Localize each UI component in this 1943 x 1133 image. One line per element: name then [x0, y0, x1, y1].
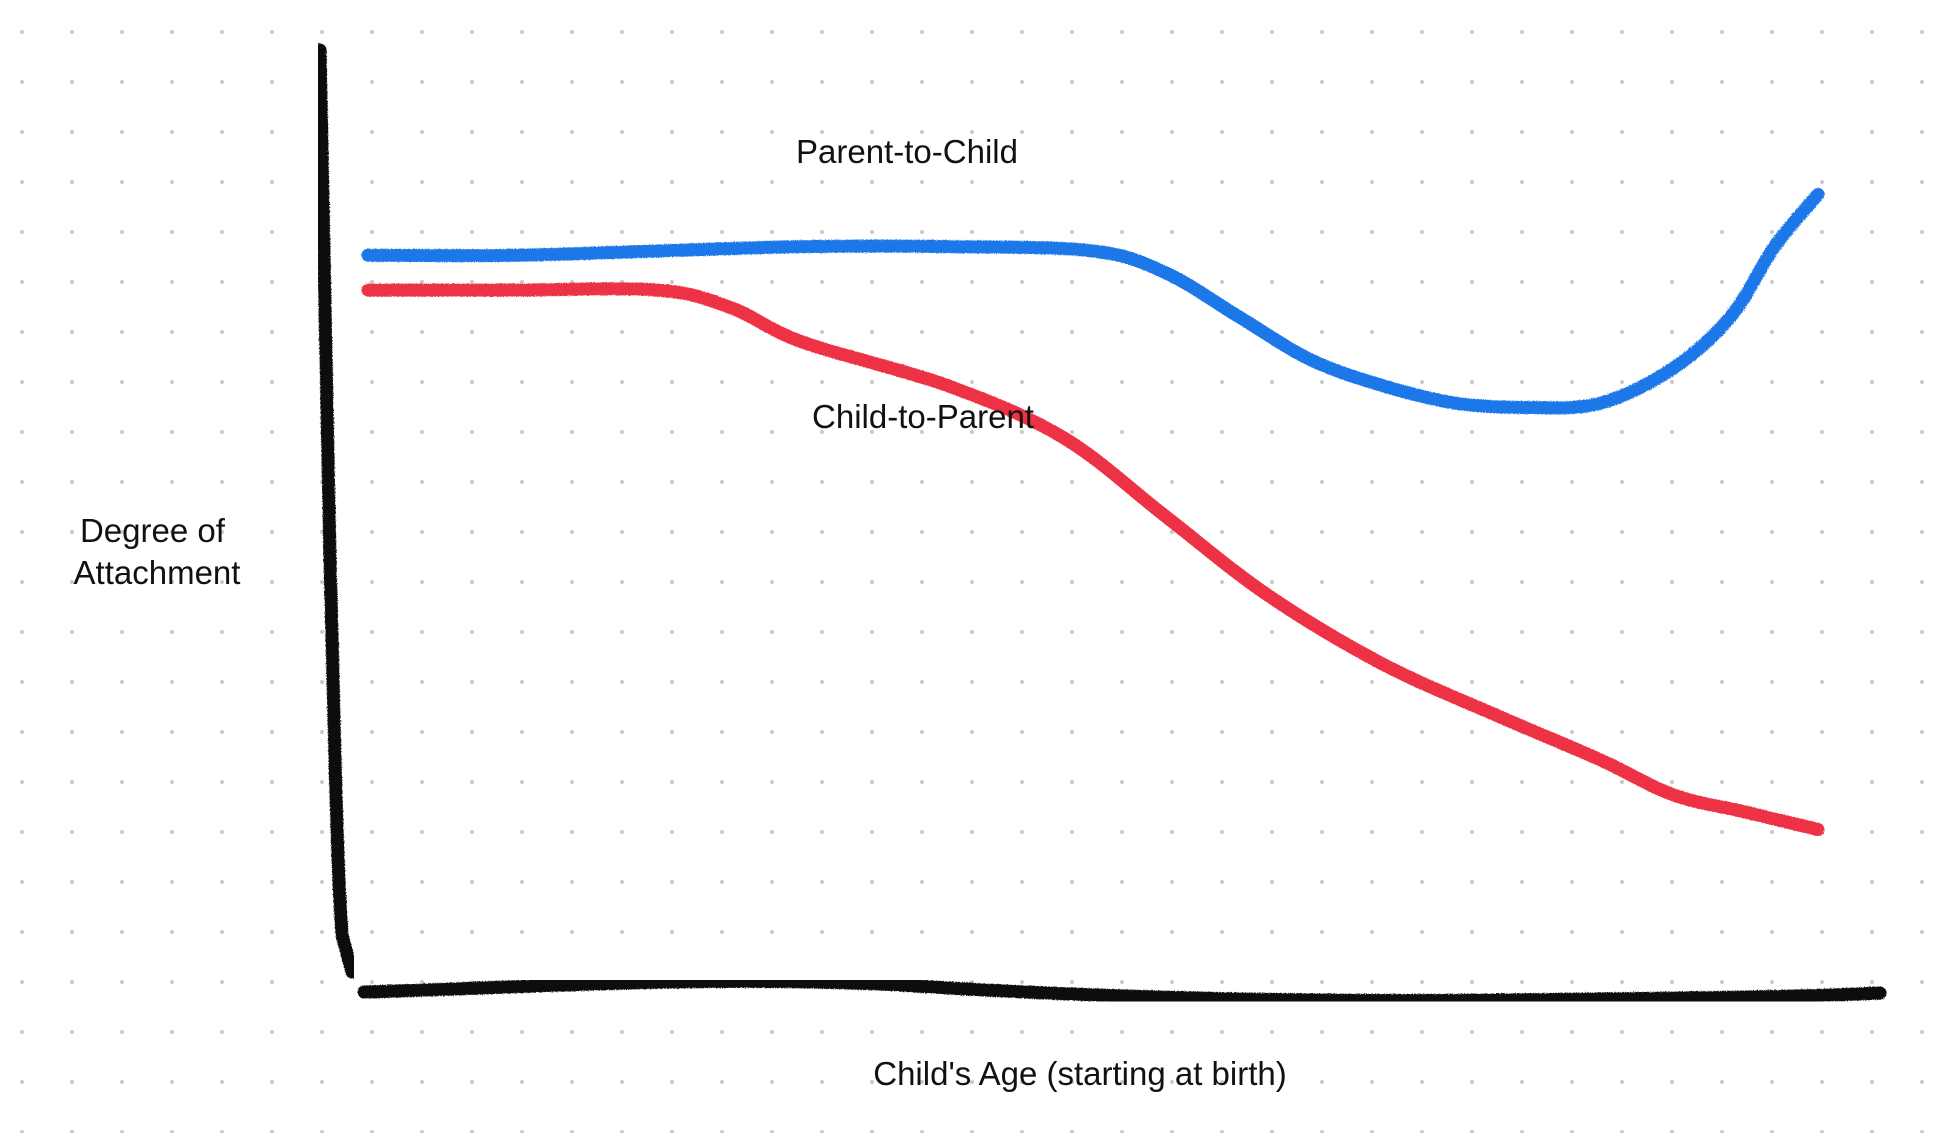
series-label-parent-to-child: Parent-to-Child [796, 133, 1018, 170]
y-axis-label-line-2: Attachment [74, 554, 241, 591]
y-axis-label: Degree of Attachment [74, 512, 241, 591]
y-axis [313, 43, 359, 979]
y-axis-label-line-1: Degree of [80, 512, 226, 549]
x-axis [357, 974, 1887, 1007]
series-layer [361, 187, 1825, 836]
series-label-layer: Parent-to-Child Child-to-Parent [796, 133, 1034, 435]
series-line-child-to-parent [361, 282, 1825, 836]
x-axis-label: Child's Age (starting at birth) [873, 1055, 1286, 1092]
series-line-parent-to-child [361, 187, 1825, 415]
series-label-child-to-parent: Child-to-Parent [812, 398, 1034, 435]
